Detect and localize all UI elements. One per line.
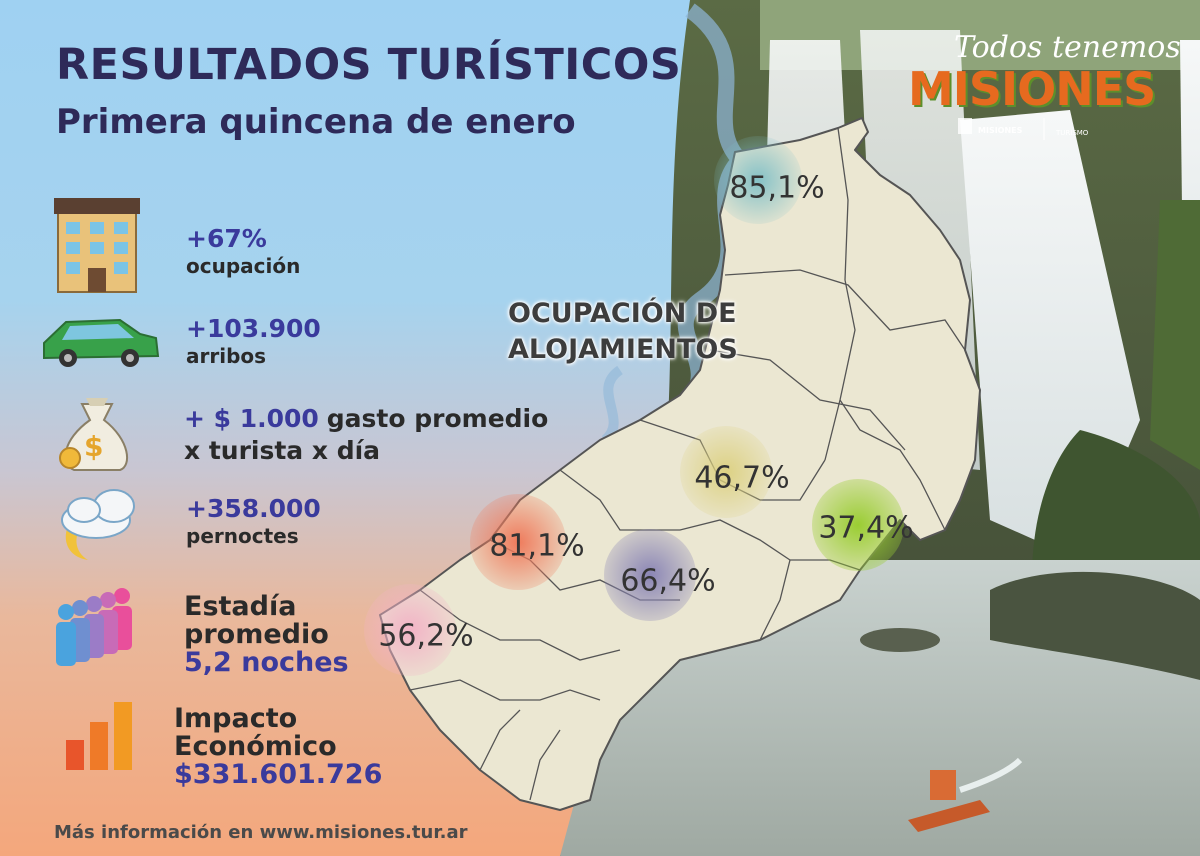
region-pct-3: 37,4% <box>818 510 914 546</box>
region-pct-5: 66,4% <box>620 563 716 599</box>
region-pct-2: 46,7% <box>694 460 790 496</box>
bar-chart-icon <box>66 702 132 770</box>
region-bubble-3 <box>812 479 904 571</box>
region-bubble-5 <box>604 529 696 621</box>
stat-ocupacion-label: ocupación <box>186 254 301 278</box>
page-subtitle: Primera quincena de enero <box>56 102 576 142</box>
money-bag-icon: $ <box>59 398 128 471</box>
region-pct-1: 85,1% <box>729 170 825 206</box>
map-title: OCUPACIÓN DE ALOJAMIENTOS <box>508 296 738 368</box>
stat-estadia-value: 5,2 noches <box>184 647 349 678</box>
hotel-building-icon <box>54 198 140 293</box>
people-group-icon <box>56 588 132 666</box>
brand-sub-right: TURISMO <box>1056 129 1089 137</box>
map-title-line-2: ALOJAMIENTOS <box>508 334 738 365</box>
moon-cloud-icon <box>61 489 135 560</box>
map-title-line-1: OCUPACIÓN DE <box>508 298 737 329</box>
page-title: RESULTADOS TURÍSTICOS <box>56 40 682 90</box>
misiones-map <box>379 117 981 811</box>
brand-tagline: Todos tenemos <box>954 30 1181 65</box>
stat-arribos-value: +103.900 <box>186 314 321 343</box>
car-icon <box>43 318 160 367</box>
svg-text:$: $ <box>84 430 103 463</box>
region-bubble-6 <box>364 584 456 676</box>
stat-estadia-label-1: Estadía <box>184 591 297 622</box>
brand-sub-left: MISIONES <box>978 126 1023 135</box>
region-pct-6: 56,2% <box>378 618 474 654</box>
brand-emblem-icon <box>958 118 972 134</box>
stat-gasto-label-1: gasto promedio <box>326 404 549 433</box>
stat-arribos-label: arribos <box>186 344 267 368</box>
footer-info-link[interactable]: Más información en www.misiones.tur.ar <box>54 822 468 843</box>
stat-impacto-label-2: Económico <box>174 731 337 762</box>
stat-pernoctes-label: pernoctes <box>186 524 299 548</box>
brand-logo-text: MISIONES <box>908 62 1156 116</box>
region-bubble-4 <box>470 494 566 590</box>
region-bubble-2 <box>680 426 772 518</box>
stat-ocupacion-value: +67% <box>186 224 267 253</box>
stat-gasto-value: + $ 1.000 <box>184 404 319 433</box>
stat-impacto-value: $331.601.726 <box>174 759 383 790</box>
region-bubble-1 <box>714 136 802 224</box>
region-pct-4: 81,1% <box>489 528 585 564</box>
stat-estadia-label-2: promedio <box>184 619 329 650</box>
stat-gasto-label-2: x turista x día <box>184 436 381 465</box>
stat-impacto-label-1: Impacto <box>174 703 298 734</box>
stat-gasto-line: + $ 1.000 gasto promedio <box>184 404 548 433</box>
stat-pernoctes-value: +358.000 <box>186 494 321 523</box>
